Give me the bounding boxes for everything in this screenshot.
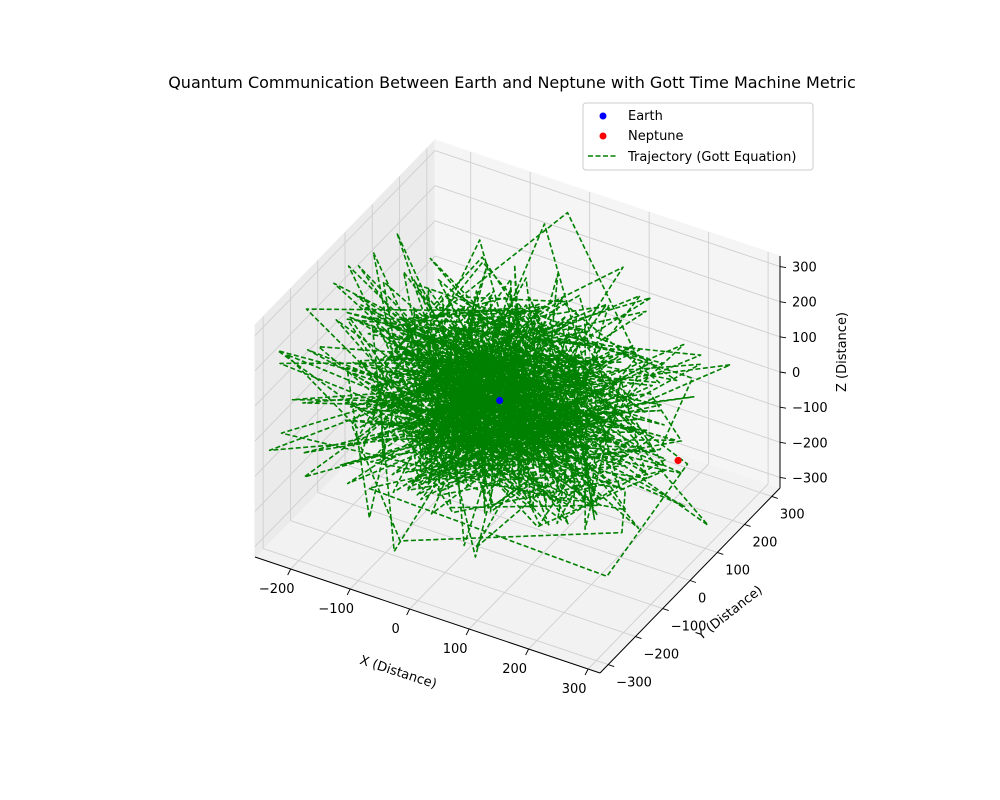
chart-title: Quantum Communication Between Earth and …	[168, 73, 856, 92]
x-tick-label: 300	[562, 682, 587, 697]
y-tick-mark	[608, 665, 614, 667]
y-tick-label: 0	[698, 592, 706, 607]
z-tick-mark	[780, 442, 786, 443]
x-tick-label: 0	[392, 622, 400, 637]
z-tick-label: 300	[792, 261, 817, 276]
y-tick-label: 200	[753, 535, 778, 550]
z-tick-label: −100	[792, 401, 828, 416]
x-axis-label: X (Distance)	[358, 653, 439, 692]
neptune-point	[675, 457, 682, 464]
legend-label-trajectory: Trajectory (Gott Equation)	[627, 150, 796, 165]
x-tick-mark	[347, 589, 350, 595]
x-tick-mark	[585, 669, 588, 675]
y-tick-label: −300	[616, 676, 652, 691]
y-tick-label: −200	[643, 648, 679, 663]
z-tick-mark	[780, 337, 786, 338]
z-tick-label: −300	[792, 471, 828, 486]
x-tick-mark	[407, 609, 410, 615]
y-tick-mark	[745, 524, 751, 526]
x-tick-label: 100	[443, 642, 468, 657]
earth-point	[496, 397, 503, 404]
y-tick-mark	[663, 609, 669, 611]
x-tick-label: 200	[502, 662, 527, 677]
z-tick-mark	[780, 477, 786, 478]
legend-marker-earth	[600, 113, 607, 120]
legend: Earth Neptune Trajectory (Gott Equation)	[583, 103, 813, 170]
x-tick-mark	[526, 649, 529, 655]
z-tick-mark	[780, 267, 786, 268]
x-tick-label: −200	[259, 582, 295, 597]
z-tick-mark	[780, 372, 786, 373]
y-tick-label: 300	[780, 507, 805, 522]
z-tick-label: −200	[792, 436, 828, 451]
legend-label-neptune: Neptune	[628, 129, 684, 144]
legend-marker-neptune	[600, 133, 607, 140]
y-tick-mark	[772, 496, 778, 498]
z-tick-mark	[780, 407, 786, 408]
z-tick-label: 0	[792, 366, 800, 381]
z-tick-label: 100	[792, 331, 817, 346]
z-tick-mark	[780, 302, 786, 303]
x-tick-mark	[466, 629, 469, 635]
x-tick-label: −100	[318, 602, 354, 617]
x-tick-mark	[288, 569, 291, 575]
legend-label-earth: Earth	[628, 109, 663, 124]
y-tick-mark	[717, 552, 723, 554]
y-tick-mark	[635, 637, 641, 639]
z-tick-label: 200	[792, 296, 817, 311]
y-tick-label: 100	[725, 563, 750, 578]
y-tick-mark	[690, 581, 696, 583]
z-axis-label: Z (Distance)	[835, 312, 850, 392]
